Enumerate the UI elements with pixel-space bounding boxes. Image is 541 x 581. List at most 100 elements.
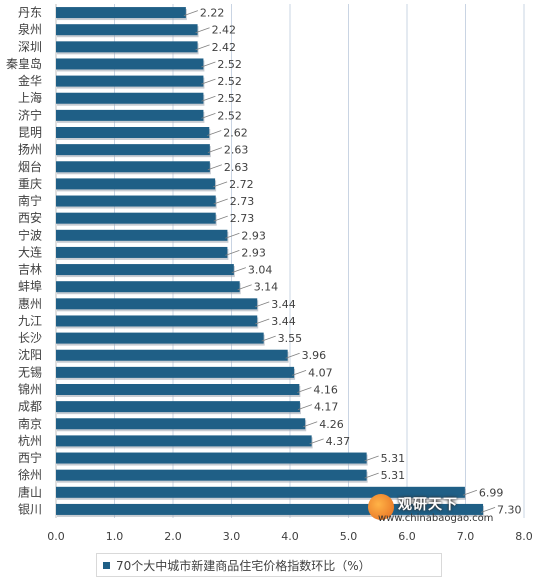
y-tick-label: 徐州 (18, 467, 42, 482)
y-tick-label: 大连 (18, 244, 42, 259)
x-tick-label: 8.0 (515, 530, 533, 543)
bar (56, 58, 204, 70)
data-label: 2.42 (212, 24, 237, 37)
y-tick-label: 南京 (18, 416, 42, 431)
watermark-url: www.chinabaogao.com (378, 513, 494, 524)
y-tick-label: 济宁 (18, 107, 42, 122)
bar (56, 281, 240, 293)
data-label: 5.31 (381, 469, 406, 482)
data-label-leader (225, 250, 240, 256)
legend-label: 70个大中城市新建商品住宅价格指数环比（%） (116, 558, 371, 573)
data-label: 7.30 (497, 503, 522, 516)
bar (56, 127, 210, 138)
data-label: 2.52 (217, 109, 242, 122)
data-label-leader (255, 318, 270, 325)
y-tick-label: 吉林 (18, 263, 42, 277)
data-label: 4.16 (313, 384, 338, 397)
data-label: 4.26 (319, 418, 344, 431)
x-tick-label: 2.0 (164, 530, 182, 543)
bar (56, 452, 367, 464)
bar (56, 24, 198, 36)
y-tick-label: 杭州 (18, 433, 42, 448)
data-label: 2.93 (241, 246, 266, 259)
y-tick-label: 深圳 (18, 40, 42, 54)
y-tick-label: 昆明 (18, 126, 42, 140)
data-label-leader (364, 472, 379, 479)
y-tick-label: 银川 (18, 502, 42, 516)
bar (56, 298, 258, 310)
data-label-leader (201, 95, 216, 102)
bar (56, 75, 204, 87)
x-tick-label: 6.0 (398, 530, 416, 543)
data-label: 3.96 (302, 349, 327, 362)
bar (56, 486, 465, 498)
data-label: 4.37 (326, 435, 351, 448)
x-tick-label: 5.0 (340, 530, 358, 543)
watermark-title: 观研天下 (398, 497, 458, 513)
data-label: 2.63 (224, 161, 249, 174)
data-label-leader (195, 44, 210, 51)
y-tick-label: 烟台 (18, 159, 42, 174)
data-label: 2.52 (217, 92, 242, 105)
data-label: 2.62 (223, 127, 248, 140)
x-tick-label: 4.0 (281, 530, 299, 543)
data-label-leader (297, 404, 313, 411)
y-tick-label: 无锡 (18, 364, 42, 379)
data-label-leader (261, 335, 276, 342)
data-label: 2.52 (217, 75, 242, 88)
data-label: 2.22 (200, 7, 225, 20)
bar (56, 246, 228, 258)
bar (56, 7, 186, 19)
x-tick-label: 0.0 (47, 530, 65, 543)
data-label: 2.63 (224, 144, 249, 157)
data-label-leader (207, 164, 222, 171)
data-label: 2.73 (230, 212, 255, 225)
y-tick-label: 唐山 (18, 484, 42, 499)
data-label-leader (201, 61, 216, 68)
bar (56, 178, 216, 190)
data-label: 4.17 (314, 401, 339, 414)
y-tick-label: 长沙 (18, 331, 42, 345)
data-label: 3.44 (271, 315, 296, 328)
data-label: 5.31 (381, 452, 406, 465)
data-label-leader (291, 369, 307, 376)
x-tick-label: 3.0 (223, 530, 241, 543)
y-tick-label: 秦皇岛 (6, 56, 42, 71)
bar (56, 315, 258, 327)
y-tick-label: 宁波 (18, 227, 42, 242)
data-label: 2.72 (229, 178, 254, 191)
y-tick-label: 沈阳 (18, 347, 42, 362)
legend: 70个大中城市新建商品住宅价格指数环比（%） (96, 553, 442, 577)
bar (56, 366, 295, 378)
data-label-leader (462, 489, 478, 496)
y-tick-label: 丹东 (18, 6, 42, 20)
data-label: 2.42 (212, 41, 237, 54)
data-label: 3.55 (278, 332, 303, 345)
data-label: 3.14 (254, 281, 279, 294)
data-label-leader (207, 147, 222, 154)
data-label-leader (183, 10, 199, 16)
data-label: 2.52 (217, 58, 242, 71)
bar (56, 384, 300, 395)
y-tick-label: 惠州 (18, 297, 42, 311)
y-tick-label: 金华 (18, 73, 42, 88)
y-tick-label: 上海 (18, 90, 42, 105)
legend-swatch (103, 561, 110, 569)
data-label-leader (285, 352, 300, 359)
bar (56, 41, 198, 53)
data-label-leader (201, 112, 216, 119)
y-tick-label: 蚌埠 (18, 280, 42, 294)
data-label: 2.73 (230, 195, 255, 208)
bar (56, 503, 484, 515)
data-label-leader (309, 438, 324, 445)
data-label-leader (213, 215, 228, 222)
bar (56, 435, 312, 447)
bar (56, 212, 216, 224)
bar (56, 144, 210, 156)
x-tick-label: 1.0 (106, 530, 124, 543)
data-label-leader (480, 507, 496, 513)
data-label-leader (201, 78, 216, 85)
bar (56, 109, 204, 121)
data-label: 6.99 (479, 486, 504, 499)
